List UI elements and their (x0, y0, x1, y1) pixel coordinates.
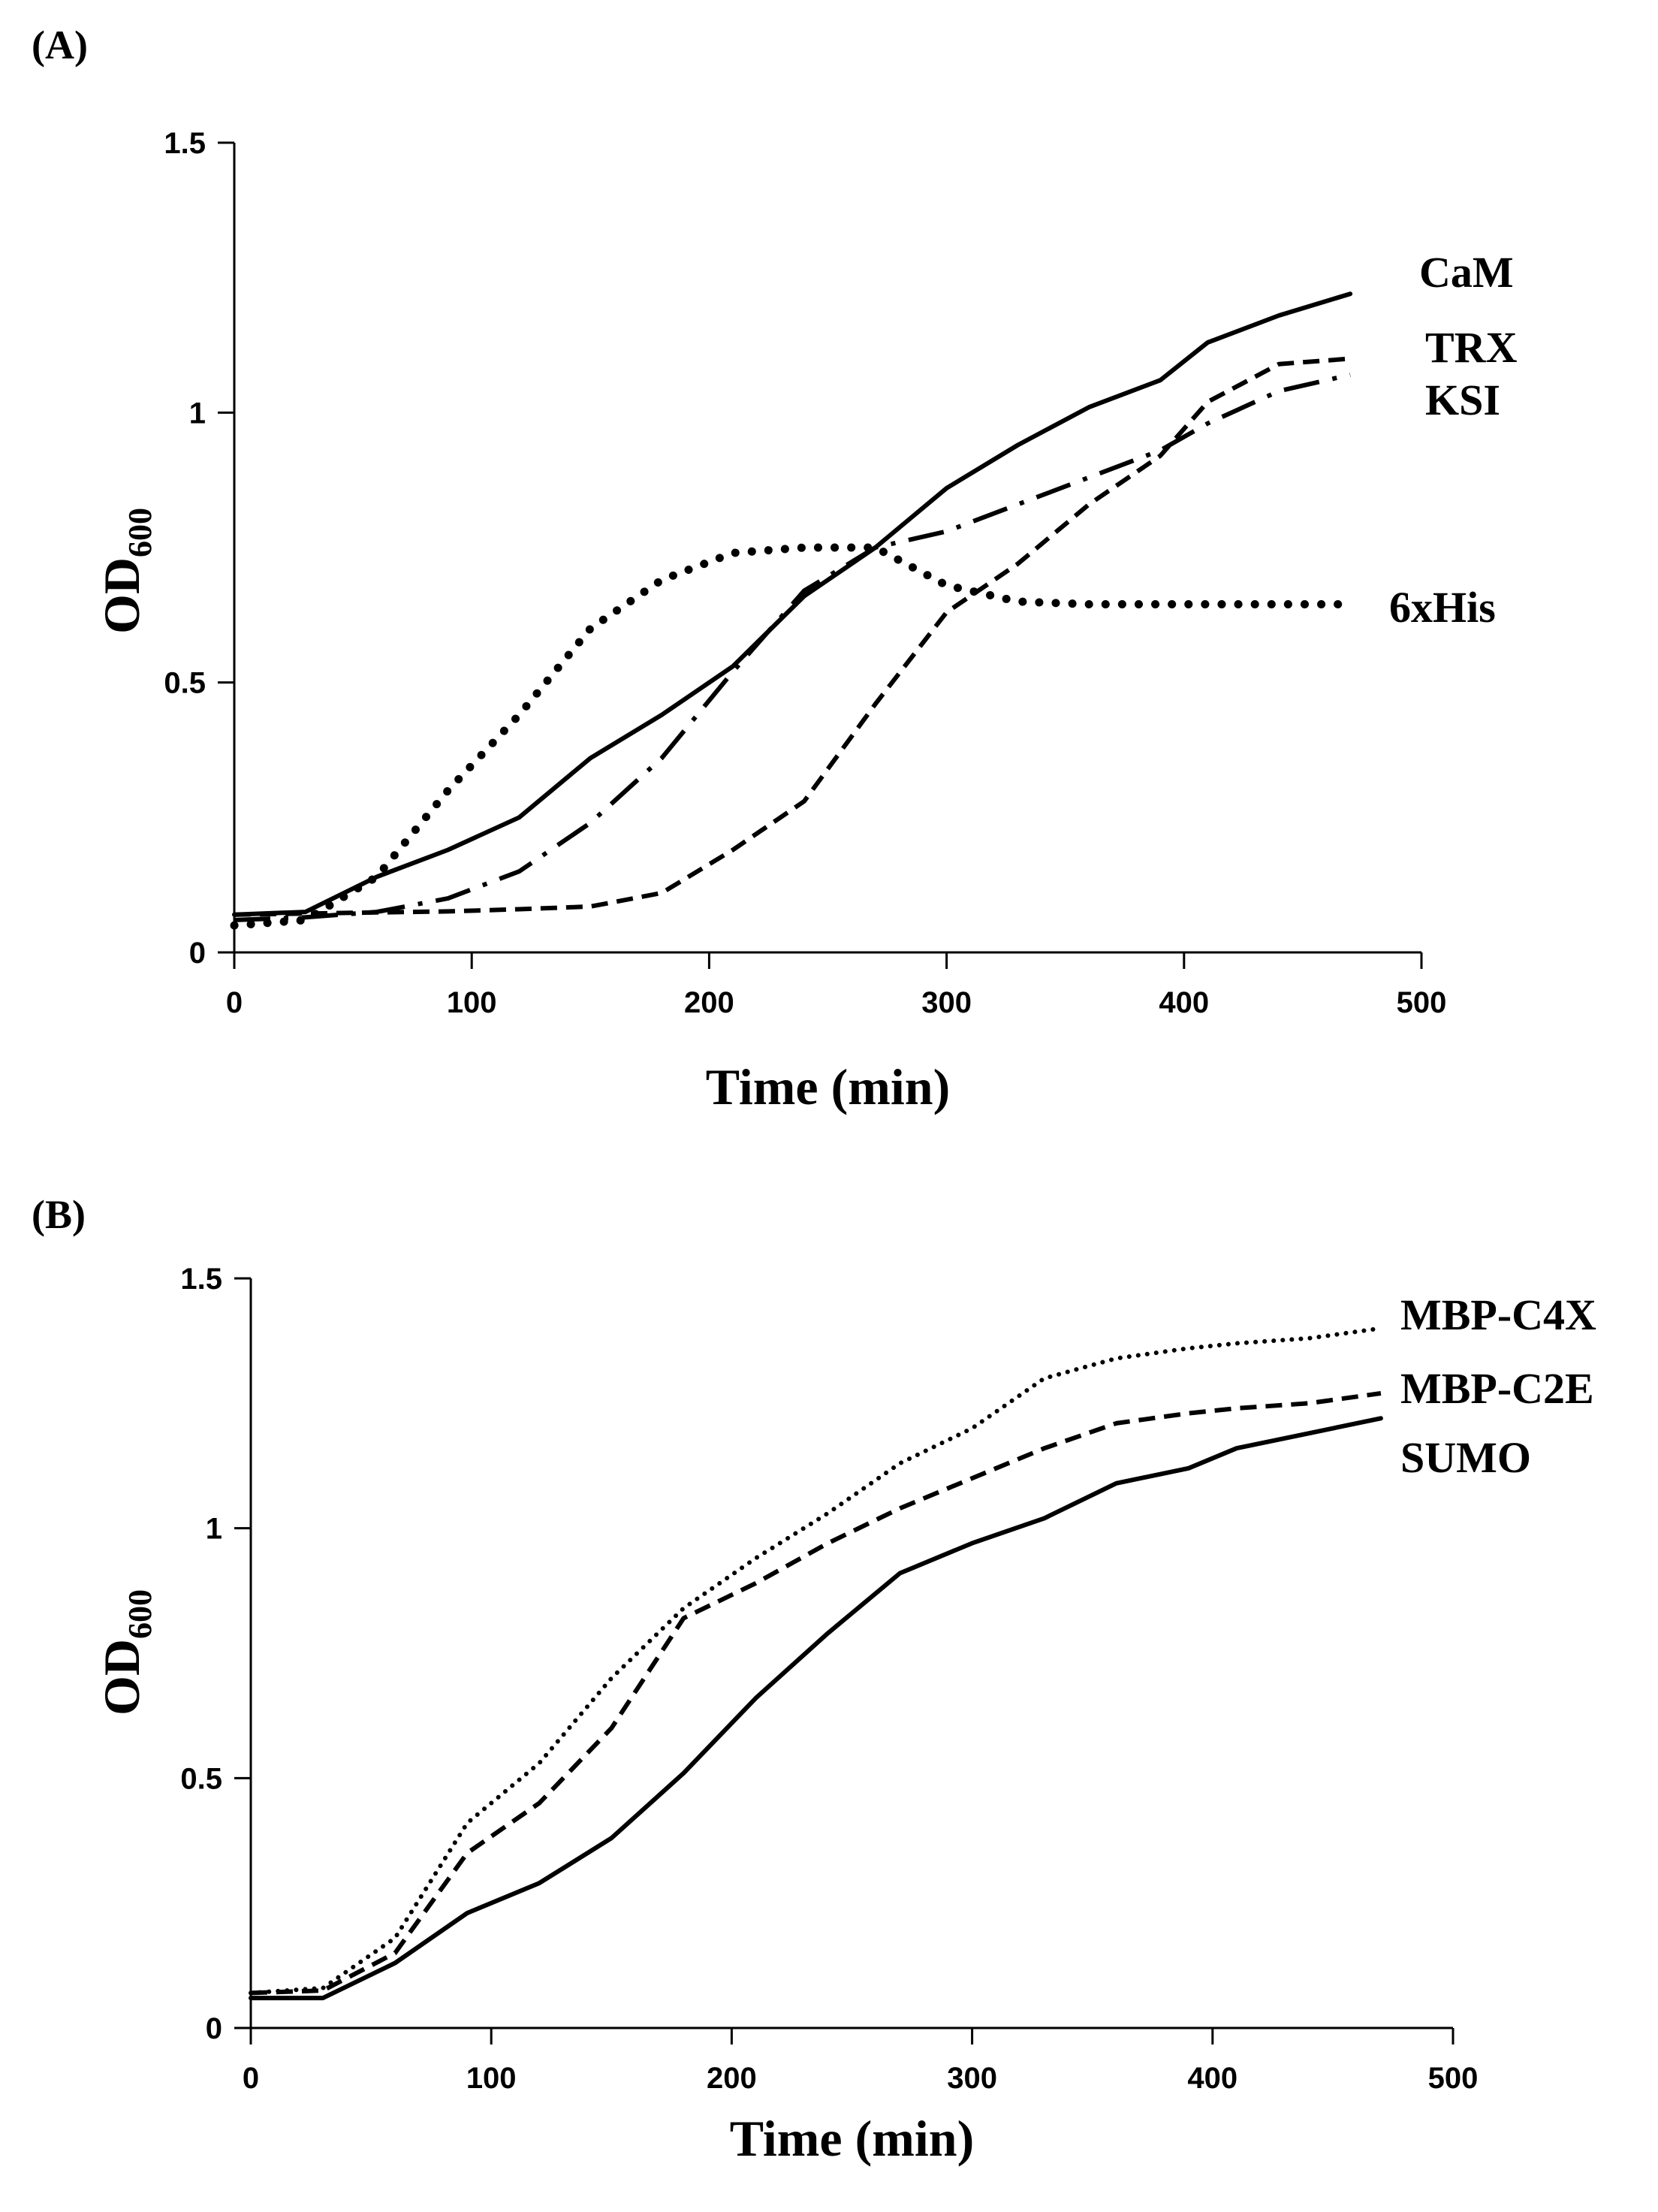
x-tick-label: 500 (1428, 2062, 1479, 2095)
x-tick-label: 500 (1397, 986, 1447, 1019)
x-tick-label: 0 (243, 2062, 259, 2095)
x-tick-label: 0 (226, 986, 243, 1019)
x-tick-label: 100 (466, 2062, 517, 2095)
y-tick-label: 1.5 (180, 1263, 222, 1296)
series-label-sumo: SUMO (1400, 1433, 1531, 1482)
x-tick-label: 200 (707, 2062, 757, 2095)
series-line-6xhis (230, 543, 1355, 930)
x-tick-label: 400 (1187, 2062, 1237, 2095)
y-tick-label: 1 (206, 1513, 222, 1546)
x-axis-title: Time (min) (730, 2110, 975, 2167)
series-line-sumo (249, 1416, 1383, 2001)
x-axis-title: Time (min) (706, 1058, 951, 1115)
y-tick-label: 0.5 (180, 1762, 222, 1795)
panel-a: (A) 0 0.5 1 1.5 0 100 200 300 400 500 Time (min) OD6… (32, 23, 1518, 1115)
y-axis-title: OD600 (93, 1589, 158, 1716)
y-tick-label: 0 (189, 937, 206, 970)
x-tick-label: 300 (921, 986, 972, 1019)
series-label-trx: TRX (1425, 323, 1518, 372)
y-tick-label: 1.5 (164, 127, 206, 160)
series-label-cam: CaM (1419, 248, 1514, 297)
series-label-mbp-c2e: MBP-C2E (1400, 1364, 1594, 1413)
series-line-trx (234, 356, 1351, 917)
series-line-mbp-c2e (250, 1391, 1382, 1996)
y-tick-label: 0.5 (164, 667, 206, 700)
series-label-mbp-c4x: MBP-C4X (1400, 1290, 1596, 1339)
panel-b: (B) 0 0.5 1 1.5 0 100 200 300 400 500 Time (min) OD6… (32, 1192, 1596, 2167)
y-axis-title: OD600 (93, 508, 158, 634)
y-tick-label: 1 (189, 397, 206, 430)
y-tick-label: 0 (206, 2012, 222, 2045)
series-line-ksi (234, 373, 1351, 922)
panel-label: (A) (32, 23, 88, 68)
x-tick-label: 100 (447, 986, 497, 1019)
x-tick-label: 200 (684, 986, 734, 1019)
series-label-6xhis: 6xHis (1389, 583, 1496, 632)
panel-label: (B) (32, 1192, 86, 1237)
series-label-ksi: KSI (1425, 376, 1500, 424)
x-tick-label: 300 (947, 2062, 997, 2095)
series-line-mbp-c4x (249, 1326, 1383, 1996)
x-tick-label: 400 (1159, 986, 1209, 1019)
series-line-cam (232, 291, 1353, 917)
